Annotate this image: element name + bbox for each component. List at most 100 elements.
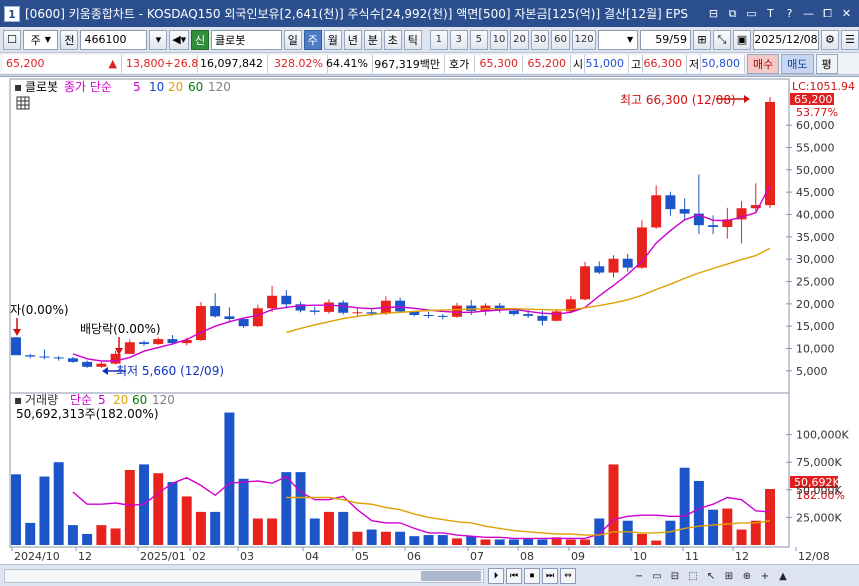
window-icon-1[interactable]: ▭ xyxy=(652,570,662,582)
candle-body xyxy=(651,195,662,228)
scroll-thumb[interactable] xyxy=(421,571,481,581)
period-second-button[interactable]: 초 xyxy=(383,29,402,50)
restore-icon[interactable]: ▭ xyxy=(746,7,757,20)
period-month-button[interactable]: 월 xyxy=(323,29,342,50)
interval-1-button[interactable]: 1 xyxy=(429,29,448,50)
search-icon[interactable]: ▾ xyxy=(149,29,168,50)
chevron-down-icon: ▼ xyxy=(44,35,51,44)
volume-bar xyxy=(679,467,690,545)
period-minute-button[interactable]: 분 xyxy=(363,29,382,50)
zoom-out-icon[interactable]: − xyxy=(634,570,644,582)
candle-body xyxy=(665,195,676,210)
x-tick-label: 12 xyxy=(735,550,749,563)
rewind-icon[interactable]: ⏮ xyxy=(506,568,522,584)
sound-icon[interactable]: ◀▾ xyxy=(169,29,190,50)
candle-body xyxy=(25,355,36,357)
chart-scrollbar[interactable] xyxy=(4,569,484,583)
low-label: 저 xyxy=(687,54,701,73)
volume-bar xyxy=(96,525,107,545)
eval-button[interactable]: 평 xyxy=(815,53,838,74)
stop-icon[interactable]: ⏹ xyxy=(524,568,540,584)
settings-gear-icon[interactable]: ⚙ xyxy=(820,29,839,50)
window-icon-2[interactable]: ⊟ xyxy=(670,570,680,582)
help-icon[interactable]: ? xyxy=(786,7,793,20)
chart-toolbar: ☐ 주 ▼ 전 466100 ▾ ◀▾ 신 클로봇 일 주 월 년 분 초 틱 1… xyxy=(0,27,859,53)
save-icon[interactable]: ▣ xyxy=(732,29,751,50)
candle-body xyxy=(608,258,619,273)
candle-body xyxy=(452,305,462,317)
buy-button[interactable]: 매수 xyxy=(747,53,780,74)
volume-bar xyxy=(537,539,548,545)
low-annotation: 최저 5,660 (12/09) xyxy=(116,364,224,378)
candle-body xyxy=(139,342,150,345)
minimize-icon[interactable]: — xyxy=(803,7,814,20)
date-field[interactable]: 2025/12/08 xyxy=(752,29,819,50)
grid-icon[interactable]: ⊞ xyxy=(692,29,711,50)
scroll-up-icon[interactable]: ▲ xyxy=(779,570,787,582)
grid-toggle-icon[interactable]: ⊞ xyxy=(724,570,734,582)
play-icon[interactable]: ⏵ xyxy=(488,568,504,584)
crosshair-icon[interactable]: ⊕ xyxy=(742,570,752,582)
volume-ytick-label: 75,000K xyxy=(796,456,842,469)
x-tick-label: 04 xyxy=(305,550,319,563)
forward-icon[interactable]: ⏭ xyxy=(542,568,558,584)
maximize-icon[interactable]: ⧠ xyxy=(823,7,832,20)
price-ytick-label: 25,000 xyxy=(796,275,835,288)
volume-bar xyxy=(765,489,775,545)
link-window-icon[interactable]: ⧉ xyxy=(728,7,737,20)
price-ytick-label: 20,000 xyxy=(796,298,835,311)
interval-5-button[interactable]: 5 xyxy=(469,29,488,50)
chart-canvas[interactable]: ▪ 클로봇 종가 단순 5 10 20 60 120 ▪ 거래량 단순 5 20… xyxy=(0,77,859,565)
volume-bar xyxy=(736,529,747,545)
close-icon[interactable]: ✕ xyxy=(841,7,852,20)
volume-ratio: 328.02% xyxy=(268,54,328,73)
x-tick-label: 08 xyxy=(520,550,534,563)
menu-icon[interactable]: ☰ xyxy=(840,29,859,50)
select-icon[interactable]: ⬚ xyxy=(688,570,698,582)
volume-bar xyxy=(181,496,192,545)
ma5-line xyxy=(72,185,771,362)
panel-toggle-icon[interactable]: ⊟ xyxy=(708,7,719,20)
candle-body xyxy=(67,358,78,362)
period-year-button[interactable]: 년 xyxy=(343,29,362,50)
interval-120-button[interactable]: 120 xyxy=(571,29,597,50)
period-day-button[interactable]: 일 xyxy=(283,29,302,50)
interval-3-button[interactable]: 3 xyxy=(449,29,468,50)
period-week-button[interactable]: 주 xyxy=(303,29,322,50)
custom-interval-select[interactable]: ▼ xyxy=(598,29,638,50)
candle-body xyxy=(409,311,420,315)
price-ytick-label: 55,000 xyxy=(796,141,835,154)
x-tick-label: 03 xyxy=(240,550,254,563)
interval-30-button[interactable]: 30 xyxy=(530,29,550,50)
candle-body xyxy=(622,258,633,268)
volume-bar xyxy=(238,478,249,545)
volume-legend-ma60: 60 xyxy=(132,393,147,407)
bid-price: 65,200 xyxy=(523,54,571,73)
candle-body xyxy=(224,316,235,320)
zoom-icon[interactable]: ⤡ xyxy=(712,29,731,50)
fit-icon[interactable]: ⇔ xyxy=(560,568,576,584)
prev-button[interactable]: 전 xyxy=(60,29,79,50)
interval-20-button[interactable]: 20 xyxy=(510,29,529,50)
sell-button[interactable]: 매도 xyxy=(781,53,814,74)
volume-bar xyxy=(665,520,676,545)
cursor-icon[interactable]: ↖ xyxy=(706,570,716,582)
period-select[interactable]: 주 ▼ xyxy=(23,29,59,50)
period-tick-button[interactable]: 틱 xyxy=(403,29,422,50)
zoom-in-icon[interactable]: + xyxy=(760,570,770,582)
text-icon[interactable]: T xyxy=(767,7,774,20)
chart-area[interactable]: ▪ 클로봇 종가 단순 5 10 20 60 120 ▪ 거래량 단순 5 20… xyxy=(0,76,859,564)
checkbox-icon[interactable]: ☐ xyxy=(3,29,21,50)
dividend-marker-arrow xyxy=(115,348,123,355)
x-tick-label: 11 xyxy=(685,550,699,563)
volume-legend-ma20: 20 xyxy=(113,393,128,407)
legend-stock-name: 클로봇 xyxy=(25,80,58,94)
low-marker-arrow xyxy=(102,367,108,375)
interval-60-button[interactable]: 60 xyxy=(551,29,570,50)
candle-body xyxy=(565,299,576,312)
interval-10-button[interactable]: 10 xyxy=(489,29,509,50)
table-grid-icon[interactable] xyxy=(16,96,30,110)
candle-count-field[interactable]: 59/59 xyxy=(639,29,691,50)
price-ytick-label: 5,000 xyxy=(796,365,828,378)
code-input[interactable]: 466100 xyxy=(80,29,148,50)
